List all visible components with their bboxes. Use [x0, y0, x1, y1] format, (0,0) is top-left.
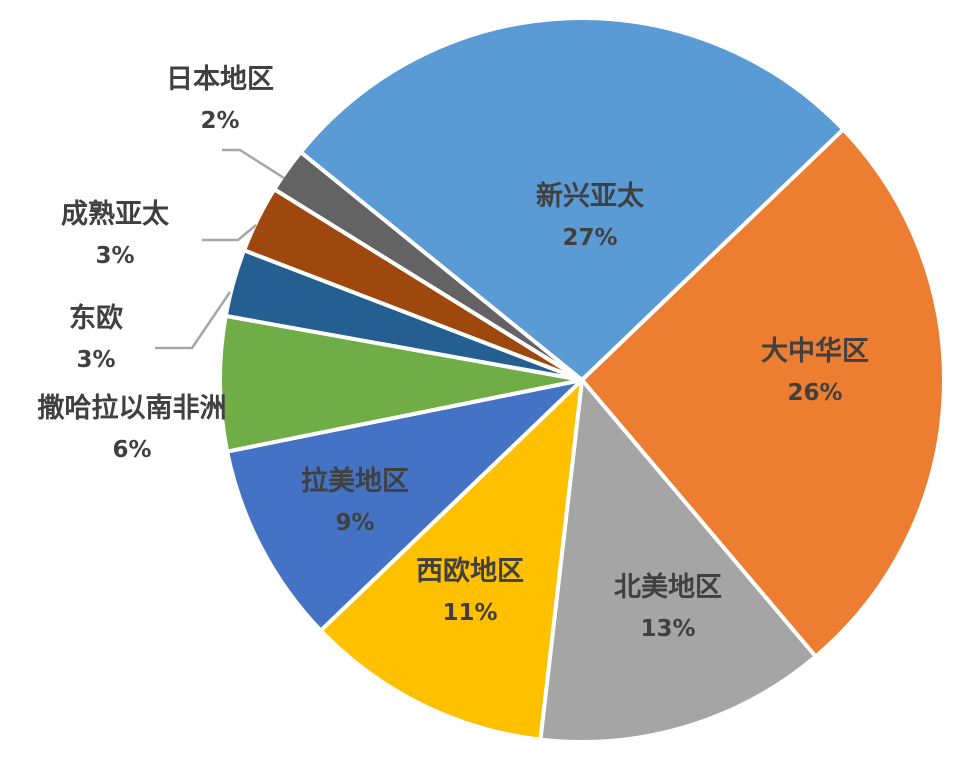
pie-slice: [538, 378, 818, 744]
pie-slice: [272, 150, 584, 382]
slice-label: 日本地区: [166, 64, 274, 95]
slice-label: 北美地区: [614, 571, 722, 603]
pie-slice: [580, 127, 946, 659]
slice-percent-label: 27%: [562, 225, 617, 251]
slice-percent-label: 11%: [442, 600, 497, 626]
leader-line: [222, 148, 285, 180]
slice-label: 新兴亚太: [536, 180, 645, 212]
pie-slice: [298, 16, 846, 382]
slice-percent-label: 26%: [787, 380, 842, 406]
pie-slice: [218, 313, 584, 454]
slice-percent-label: 13%: [640, 616, 695, 642]
slice-percent-label: 2%: [200, 108, 239, 134]
slice-label: 撒哈拉以南非洲: [38, 392, 227, 424]
leader-line: [202, 224, 257, 242]
slice-label: 成熟亚太: [61, 198, 170, 230]
slice-label: 西欧地区: [416, 556, 524, 587]
slice-label: 拉美地区: [301, 465, 409, 497]
slice-percent-label: 3%: [76, 347, 115, 373]
slice-percent-label: 9%: [335, 510, 374, 536]
leader-line: [155, 291, 232, 350]
pie-slice: [225, 378, 584, 633]
pie-slice: [318, 378, 584, 742]
slice-label: 大中华区: [761, 335, 869, 367]
slice-label: 东欧: [69, 302, 123, 334]
slice-percent-label: 6%: [112, 437, 151, 463]
slice-percent-label: 3%: [95, 243, 134, 269]
